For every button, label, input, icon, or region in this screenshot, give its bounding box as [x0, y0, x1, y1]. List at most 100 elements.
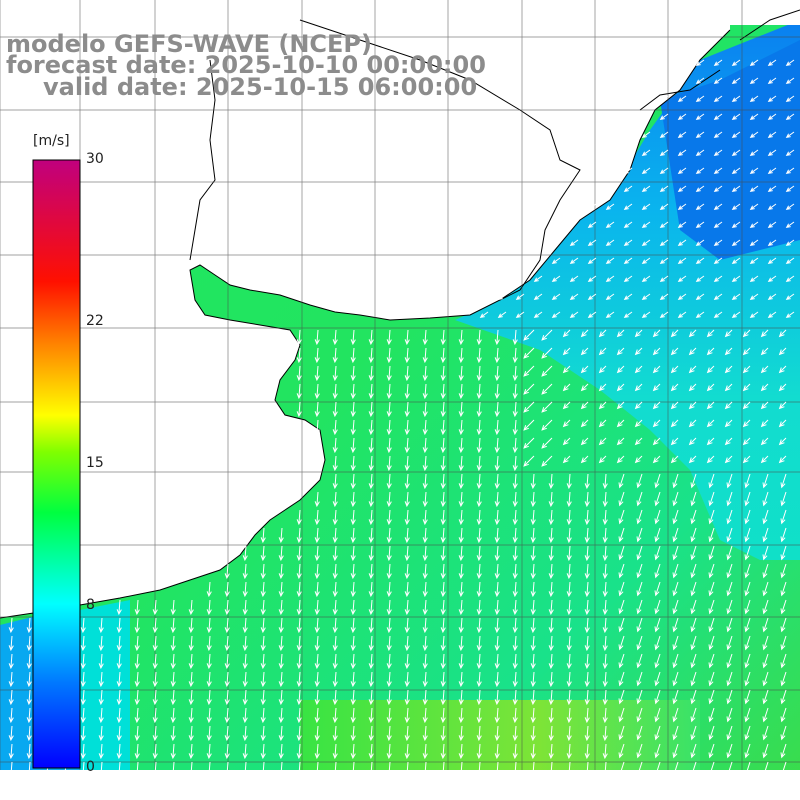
wind-arrow — [476, 455, 482, 472]
wind-arrow — [368, 401, 374, 418]
wind-arrow — [690, 599, 697, 615]
wind-arrow — [602, 761, 608, 778]
wind-arrow — [654, 689, 661, 705]
wind-arrow — [731, 185, 741, 192]
wind-arrow — [404, 383, 410, 400]
wind-arrow — [623, 311, 633, 318]
wind-arrow — [785, 203, 795, 210]
wind-arrow — [749, 311, 759, 318]
wind-arrow — [708, 725, 715, 741]
wind-arrow — [296, 527, 302, 544]
wind-arrow — [584, 473, 590, 490]
wind-arrow — [440, 419, 446, 436]
wind-arrow — [530, 473, 536, 490]
wind-arrow — [672, 491, 679, 507]
wind-arrow — [641, 221, 651, 228]
wind-arrow — [332, 455, 338, 472]
wind-arrow — [314, 599, 320, 616]
wind-arrow — [742, 347, 751, 356]
wind-arrow — [690, 473, 697, 489]
wind-arrow — [440, 527, 446, 544]
wind-arrow — [780, 725, 787, 741]
wind-arrow — [726, 509, 733, 525]
wind-arrow — [440, 383, 446, 400]
wind-arrow — [278, 617, 284, 634]
wind-arrow — [584, 527, 590, 544]
wind-arrow — [548, 473, 554, 490]
wind-arrow — [706, 419, 715, 428]
wind-arrow — [368, 527, 374, 544]
wind-arrow — [749, 257, 759, 264]
wind-arrow — [724, 383, 733, 392]
wind-arrow — [512, 491, 518, 508]
wind-arrow — [26, 635, 32, 652]
wind-arrow — [785, 77, 795, 84]
wind-arrow — [440, 707, 446, 724]
wind-arrow — [422, 383, 428, 400]
wind-arrow — [476, 743, 482, 760]
wind-arrow — [726, 491, 733, 507]
wind-arrow — [332, 725, 338, 742]
wind-arrow — [314, 527, 320, 544]
wind-arrow — [744, 527, 751, 543]
wind-arrow — [530, 725, 536, 742]
wind-arrow — [80, 635, 86, 652]
wind-arrow — [170, 707, 176, 724]
wind-arrow — [548, 491, 554, 508]
wind-arrow — [116, 707, 122, 724]
wind-arrow — [672, 671, 679, 687]
wind-arrow — [724, 329, 733, 338]
wind-arrow — [368, 599, 374, 616]
wind-arrow — [713, 95, 723, 102]
wind-arrow — [541, 347, 553, 359]
wind-arrow — [368, 365, 374, 382]
wind-arrow — [296, 401, 302, 418]
wind-arrow — [458, 383, 464, 400]
wind-arrow — [332, 329, 338, 346]
wind-arrow — [368, 383, 374, 400]
wind-arrow — [780, 527, 787, 543]
wind-arrow — [422, 473, 428, 490]
wind-arrow — [713, 275, 723, 282]
wind-arrow — [785, 131, 795, 138]
wind-arrow — [670, 455, 679, 464]
wind-arrow — [533, 275, 543, 282]
wind-arrow — [533, 311, 543, 318]
wind-arrow — [386, 671, 392, 688]
wind-arrow — [548, 743, 554, 760]
wind-arrow — [98, 671, 104, 688]
wind-arrow — [652, 401, 661, 410]
wind-arrow — [440, 491, 446, 508]
wind-arrow — [767, 113, 777, 120]
wind-arrow — [458, 671, 464, 688]
wind-arrow — [188, 725, 194, 742]
wind-arrow — [713, 113, 723, 120]
wind-arrow — [677, 113, 687, 120]
wind-arrow — [778, 419, 787, 428]
wind-arrow — [623, 257, 633, 264]
wind-arrow — [677, 293, 687, 300]
wind-arrow — [332, 707, 338, 724]
wind-arrow — [767, 221, 777, 228]
forecast-date: forecast date: 2025-10-10 00:00:00 — [6, 51, 486, 79]
wind-arrow — [494, 599, 500, 616]
wind-arrow — [562, 383, 571, 392]
wind-arrow — [767, 149, 777, 156]
wind-arrow — [731, 113, 741, 120]
wind-arrow — [512, 671, 518, 688]
wind-arrow — [476, 527, 482, 544]
wind-arrow — [731, 293, 741, 300]
wind-arrow — [494, 473, 500, 490]
wind-arrow — [706, 365, 715, 374]
wind-arrow — [618, 725, 625, 741]
wind-arrow — [8, 671, 14, 688]
wind-arrow — [724, 365, 733, 374]
wind-arrow — [458, 581, 464, 598]
wind-arrow — [296, 689, 302, 706]
wind-arrow — [548, 545, 554, 562]
wind-arrow — [672, 725, 679, 741]
wind-arrow — [623, 203, 633, 210]
wind-arrow — [749, 275, 759, 282]
wind-arrow — [713, 239, 723, 246]
wind-arrow — [602, 599, 608, 616]
